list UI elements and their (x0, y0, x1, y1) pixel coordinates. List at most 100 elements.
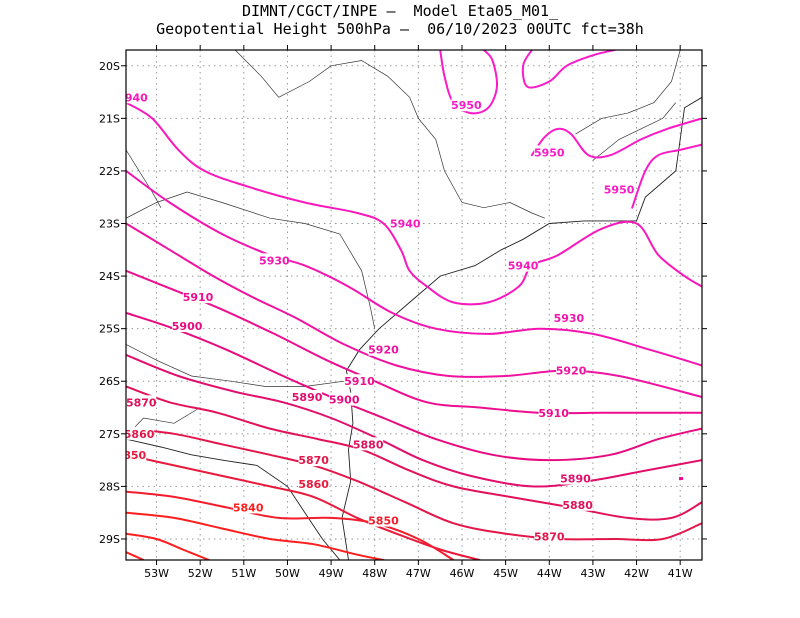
contour-label-bg (126, 395, 157, 409)
lon-tick-label: 46W (450, 567, 475, 580)
contour-label-bg (233, 500, 264, 514)
lon-tick-label: 41W (668, 567, 693, 580)
lon-tick-label: 53W (144, 567, 169, 580)
contour-label: 5950 (534, 147, 565, 160)
lat-tick-label: 22S (99, 165, 120, 178)
lon-tick-label: 50W (275, 567, 300, 580)
contour-label: 5870 (534, 530, 565, 543)
contour-label: 5930 (554, 312, 585, 325)
lon-tick-label: 48W (362, 567, 387, 580)
contour-label: 5850 (368, 515, 399, 528)
contour-label-bg (560, 471, 591, 485)
contour-label-bg (298, 476, 329, 490)
land-boundaries (126, 50, 702, 560)
state-border (126, 191, 376, 329)
contour-label-bg (508, 258, 539, 272)
map-title: DIMNT/CGCT/INPE – Model Eta05_M01_ Geopo… (0, 2, 800, 38)
coastline-east (341, 96, 702, 560)
contour-label: 5910 (538, 407, 569, 420)
contour-5930 (126, 169, 702, 367)
lat-tick-label: 26S (99, 375, 120, 388)
contour-5840 (126, 532, 210, 560)
contour-label-bg (538, 405, 569, 419)
small-marker (679, 477, 684, 481)
contour-label-bg (390, 216, 421, 230)
contour-label-bg (368, 513, 399, 527)
lon-tick-label: 51W (231, 567, 256, 580)
lat-tick-label: 21S (99, 112, 120, 125)
contour-label: 5870 (298, 454, 329, 467)
contour-label: 5900 (329, 394, 360, 407)
contour-5840 (126, 511, 385, 560)
contour-label-bg (329, 392, 360, 406)
contour-label: 5950 (451, 99, 482, 112)
lat-tick-label: 29S (99, 533, 120, 546)
contour-label-bg (451, 98, 482, 112)
lon-tick-label: 52W (188, 567, 213, 580)
height-contours (126, 50, 702, 560)
contour-label: 5890 (560, 473, 591, 486)
state-border (126, 344, 345, 387)
contour-5940 (126, 101, 702, 306)
contour-label-bg (553, 311, 584, 325)
contour-label: 5860 (124, 428, 155, 441)
contour-5910 (126, 269, 702, 415)
contour-label: 5890 (292, 391, 323, 404)
contour-5880 (126, 385, 702, 521)
lon-tick-label: 45W (493, 567, 518, 580)
state-border (575, 50, 681, 135)
contour-5950 (631, 143, 702, 209)
contour-label: 850 (123, 449, 146, 462)
contour-label-bg (292, 390, 323, 404)
contour-label: 5870 (126, 396, 157, 409)
contour-labels: 5950 5950 5950 5940 5940 5940 5930 5930 5920 5920… (117, 90, 635, 543)
contour-label: 5880 (353, 438, 384, 451)
contour-5870 (126, 427, 702, 542)
lon-tick-label: 42W (624, 567, 649, 580)
contour-5890 (126, 353, 702, 488)
contour-label-bg (183, 290, 213, 304)
contour-label-bg (298, 453, 329, 467)
contour-5850 (126, 490, 455, 560)
contour-label: 5950 (604, 183, 635, 196)
contour-label-bg (556, 363, 587, 377)
title-line-1: DIMNT/CGCT/INPE – Model Eta05_M01_ (241, 2, 559, 20)
contour-label: 5910 (183, 291, 214, 304)
contour-label: 5920 (556, 365, 587, 378)
contour-label: 5900 (172, 320, 203, 333)
contour-label: 5940 (117, 91, 148, 104)
contour-5950 (530, 117, 702, 159)
contour-label-bg (126, 447, 147, 461)
lat-tick-label: 20S (99, 60, 120, 73)
contour-label-bg (534, 529, 565, 543)
lon-tick-label: 43W (580, 567, 605, 580)
lat-tick-label: 27S (99, 428, 120, 441)
contour-label: 5930 (259, 254, 290, 267)
contour-label-bg (259, 253, 290, 267)
lat-tick-label: 28S (99, 480, 120, 493)
lon-tick-label: 47W (406, 567, 431, 580)
state-border (234, 50, 546, 219)
contour-5860 (126, 453, 481, 560)
plot-frame (125, 49, 703, 561)
lon-tick-label: 49W (319, 567, 344, 580)
lon-tick-label: 44W (537, 567, 562, 580)
lat-tick-label: 23S (99, 218, 120, 231)
contour-label-bg (604, 182, 635, 196)
contour-label-bg (126, 90, 148, 104)
contour-5900 (126, 311, 702, 462)
contour-5840 (126, 551, 145, 560)
lat-tick-label: 24S (99, 270, 120, 283)
contour-label-bg (562, 497, 593, 511)
contour-label-bg (368, 342, 399, 356)
contour-5920 (126, 222, 702, 398)
axis-ticks: 53W 52W 51W 50W 49W 48W 47W 46W 45W 44W 43W 42W 41W 2… (99, 45, 707, 580)
contour-label: 5910 (344, 375, 375, 388)
contour-label-bg (126, 426, 155, 440)
contour-label: 5880 (562, 499, 593, 512)
contour-5950 (439, 50, 499, 115)
contour-label-bg (344, 374, 375, 388)
contour-label: 5920 (368, 344, 399, 357)
lat-tick-label: 25S (99, 323, 120, 336)
